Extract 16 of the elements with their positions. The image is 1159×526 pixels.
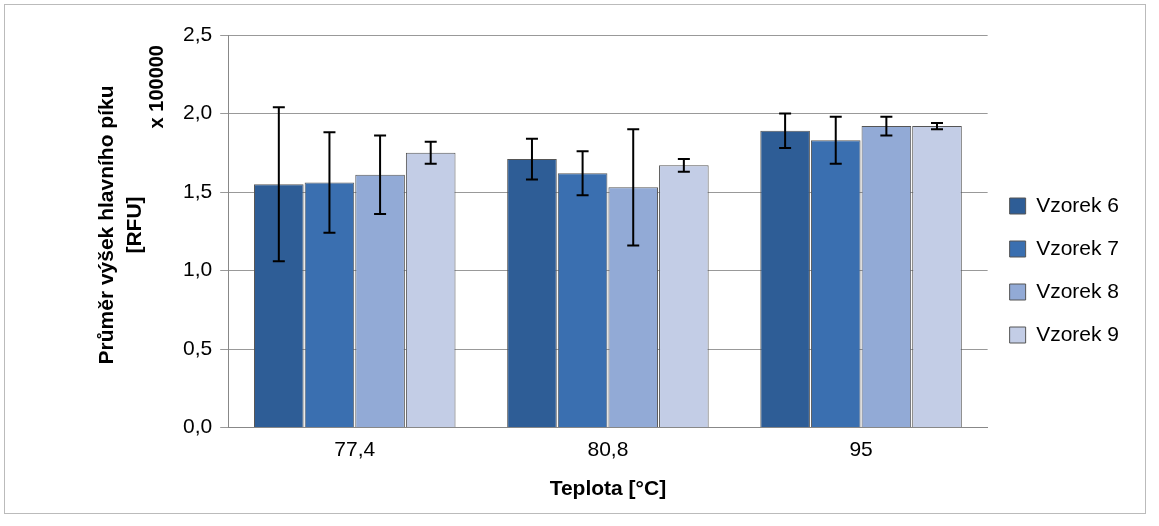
y-tick-label: 0,0: [182, 414, 213, 438]
x-axis-title: Teplota [°C]: [549, 476, 667, 500]
y-tick-label: 2,5: [182, 21, 213, 45]
x-tick-label: 80,8: [587, 437, 629, 460]
legend-label: Vzorek 8: [1036, 278, 1119, 302]
y-axis-title: Průměr výšek hlavního píku [RFU]: [94, 85, 145, 365]
y-tick-label: 0,5: [182, 335, 213, 359]
y-tick-label: 2,0: [182, 100, 213, 124]
legend-label: Vzorek 6: [1036, 192, 1119, 216]
text: x 100000: [144, 45, 167, 129]
x-tick-label: 95: [849, 437, 873, 460]
legend-label: Vzorek 9: [1036, 321, 1119, 345]
y-tick-label: 1,0: [182, 257, 213, 281]
y-tick-label: 1,5: [182, 178, 213, 202]
x-tick-label: 77,4: [334, 437, 376, 460]
legend-label: Vzorek 7: [1036, 235, 1119, 259]
